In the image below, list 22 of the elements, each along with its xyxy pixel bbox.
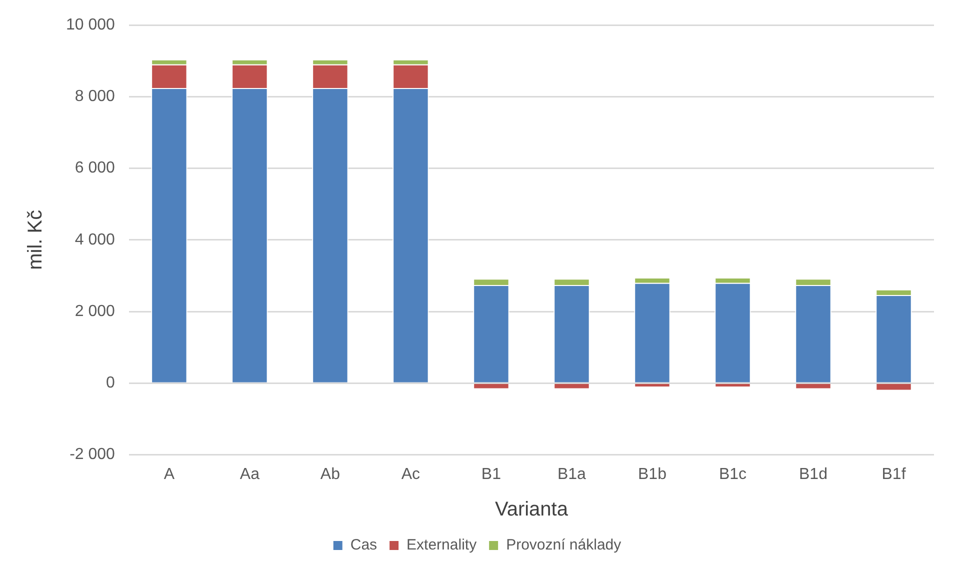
x-axis-title: Varianta — [494, 498, 569, 521]
y-tick-label: 0 — [106, 374, 116, 392]
y-tick-label: 6 000 — [74, 160, 116, 177]
y-axis-title: mil. Kč — [24, 210, 47, 270]
y-tick-label: 2 000 — [74, 302, 116, 320]
legend-label: Externality — [406, 536, 478, 554]
y-tick-label: 8 000 — [74, 88, 116, 106]
x-tick-label: B1b — [638, 466, 667, 483]
x-tick-label: A — [164, 466, 175, 483]
x-tick-label: B1 — [481, 466, 502, 483]
x-tick-label: B1a — [557, 466, 586, 483]
y-tick-label: -2 000 — [70, 446, 116, 464]
x-tick-label: B1c — [718, 466, 747, 483]
y-tick-label: 10 000 — [66, 16, 116, 34]
x-tick-label: B1d — [799, 466, 828, 483]
x-tick-label: Ab — [320, 466, 340, 483]
x-tick-label: Ac — [401, 466, 420, 483]
x-tick-label: B1f — [882, 466, 906, 483]
legend-label: Cas — [350, 536, 378, 554]
y-tick-label: 4 000 — [74, 231, 116, 248]
legend-label: Provozní náklady — [506, 536, 622, 554]
x-tick-label: Aa — [240, 466, 260, 483]
